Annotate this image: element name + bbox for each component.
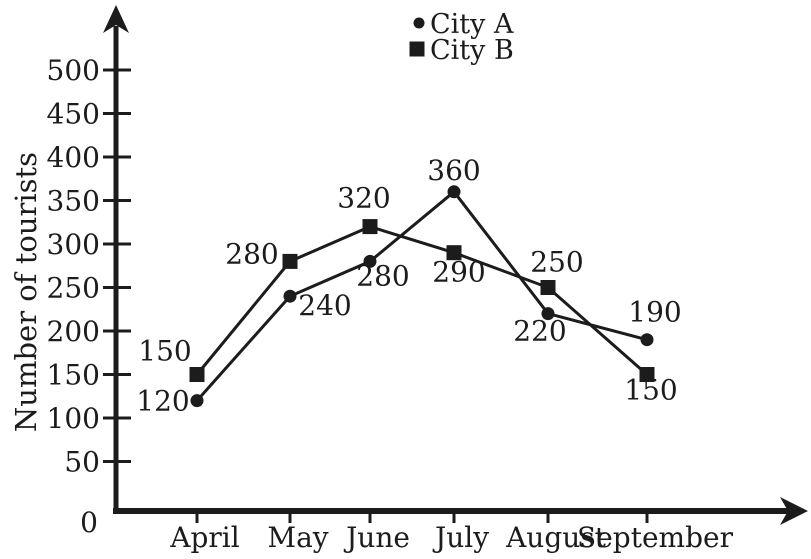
legend-label: City B (430, 35, 514, 66)
data-point-label: 290 (432, 256, 485, 289)
y-tick-label: 350 (47, 185, 100, 218)
y-tick-label: 200 (47, 315, 100, 348)
data-point-city-b (362, 219, 378, 235)
data-point-city-b (639, 367, 655, 382)
x-tick-label: September (577, 521, 734, 554)
legend-marker-circle-icon (413, 17, 425, 29)
series-line-city-b (195, 225, 648, 376)
data-point-city-a (190, 394, 204, 408)
y-tick-label: 300 (47, 228, 100, 261)
data-point-label: 190 (628, 296, 681, 329)
data-point-label: 220 (513, 315, 566, 348)
y-origin-label: 0 (80, 506, 98, 539)
y-tick-label: 150 (47, 359, 100, 392)
data-point-label: 120 (136, 385, 189, 418)
data-point-label: 150 (138, 335, 191, 368)
x-axis-arrowhead-icon (780, 497, 808, 525)
y-tick-label: 100 (47, 402, 100, 435)
data-point-label: 150 (624, 374, 677, 407)
data-point-label: 250 (530, 246, 583, 279)
data-point-city-b (540, 280, 556, 295)
x-tick-label: April (169, 521, 239, 554)
data-point-city-b (282, 253, 298, 269)
y-axis-title: Number of tourists (9, 152, 43, 432)
y-tick-label: 450 (47, 98, 100, 131)
data-point-city-a (283, 289, 297, 303)
data-point-city-a (640, 333, 654, 347)
x-tick-label: June (343, 521, 410, 554)
data-point-city-b (189, 367, 205, 382)
data-point-label: 240 (298, 289, 351, 322)
data-point-city-a (447, 185, 461, 199)
x-tick-label: May (267, 521, 328, 554)
x-tick-label: August (505, 521, 607, 554)
y-tick-label: 400 (47, 141, 100, 174)
legend-marker-square-icon (409, 41, 425, 57)
data-point-label: 280 (225, 237, 278, 270)
data-point-city-b (446, 245, 462, 261)
x-tick-label: July (432, 521, 489, 554)
y-tick-label: 250 (47, 272, 100, 305)
legend-label: City A (430, 9, 514, 40)
data-point-label: 320 (337, 182, 390, 215)
y-tick-label: 50 (64, 446, 100, 479)
data-point-city-a (363, 254, 377, 268)
y-axis-arrowhead-icon (103, 5, 129, 33)
data-point-label: 360 (427, 154, 480, 187)
data-point-city-a (541, 307, 555, 321)
data-point-label: 280 (356, 259, 409, 292)
y-tick-label: 500 (47, 54, 100, 87)
series-line-city-a (195, 189, 648, 402)
